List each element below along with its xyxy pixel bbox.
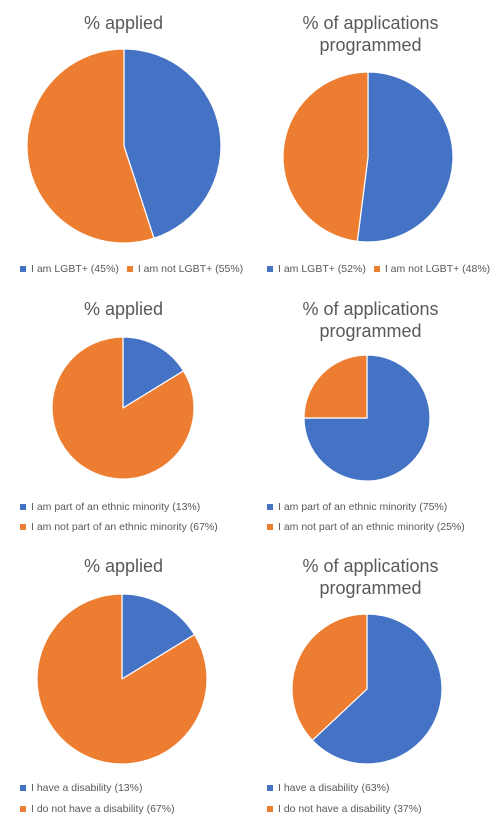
chart-legend-row: I am part of an ethnic minority (13%) bbox=[20, 501, 208, 513]
legend-label: I am part of an ethnic minority (13%) bbox=[31, 501, 201, 513]
legend-swatch bbox=[20, 504, 26, 510]
chart-legend: I am LGBT+ (45%) I am not LGBT+ (55%) bbox=[20, 263, 251, 275]
chart-legend-row: I do not have a disability (67%) bbox=[20, 803, 183, 815]
legend-label: I am LGBT+ (52%) bbox=[278, 263, 366, 275]
legend-item: I am part of an ethnic minority (75%) bbox=[267, 501, 447, 513]
pie-slice-blue bbox=[311, 613, 443, 765]
legend-item: I am not LGBT+ (55%) bbox=[126, 263, 244, 275]
chart-lgbt-applied: % applied I am LGBT+ (45%) I am not LGBT… bbox=[0, 0, 247, 290]
legend-item: I am part of an ethnic minority (13%) bbox=[20, 501, 200, 513]
legend-swatch bbox=[373, 266, 380, 272]
pie-slice-orange bbox=[282, 71, 369, 242]
legend-swatch bbox=[20, 785, 26, 791]
chart-title: % of applications programmed bbox=[302, 556, 439, 598]
pie-slice-orange bbox=[26, 48, 155, 244]
chart-title: % of applications programmed bbox=[302, 13, 439, 55]
chart-legend: I am LGBT+ (52%) I am not LGBT+ (48%) bbox=[267, 263, 494, 275]
pie-slice-orange bbox=[303, 354, 368, 419]
chart-legend-row: I am part of an ethnic minority (75%) bbox=[267, 501, 455, 513]
legend-item: I have a disability (13%) bbox=[20, 782, 142, 794]
chart-legend-row: I am not part of an ethnic minority (67%… bbox=[20, 521, 226, 533]
legend-item: I am not part of an ethnic minority (67%… bbox=[20, 521, 218, 533]
pie-slice-blue bbox=[122, 336, 185, 409]
pie-chart bbox=[51, 336, 195, 480]
legend-label: I am LGBT+ (45%) bbox=[31, 263, 119, 275]
pie-chart bbox=[36, 593, 208, 765]
legend-item: I am not part of an ethnic minority (25%… bbox=[267, 521, 465, 533]
legend-item: I am not LGBT+ (48%) bbox=[373, 263, 491, 275]
pie-chart bbox=[303, 354, 431, 482]
legend-item: I am LGBT+ (45%) bbox=[20, 263, 119, 275]
pie-slice-orange bbox=[51, 336, 195, 480]
chart-legend-row: I have a disability (63%) bbox=[267, 782, 397, 794]
chart-disability-applied: % applied I have a disability (13%) I do… bbox=[0, 545, 247, 828]
pie-slice-blue bbox=[121, 593, 196, 680]
legend-item: I have a disability (63%) bbox=[267, 782, 389, 794]
legend-swatch bbox=[267, 785, 273, 791]
legend-item: I am LGBT+ (52%) bbox=[267, 263, 366, 275]
legend-item: I do not have a disability (67%) bbox=[20, 803, 175, 815]
pie-chart bbox=[26, 48, 222, 244]
pie-slice-blue bbox=[123, 48, 222, 239]
legend-swatch bbox=[20, 266, 26, 272]
pie-slice-orange bbox=[291, 613, 368, 741]
legend-label: I have a disability (63%) bbox=[278, 782, 390, 794]
legend-swatch bbox=[20, 806, 26, 812]
legend-label: I do not have a disability (37%) bbox=[278, 803, 422, 815]
legend-label: I am part of an ethnic minority (75%) bbox=[278, 501, 448, 513]
pie-chart bbox=[282, 71, 454, 243]
chart-title: % applied bbox=[83, 13, 164, 33]
chart-title: % of applications programmed bbox=[302, 299, 439, 341]
chart-legend-row: I have a disability (13%) bbox=[20, 782, 150, 794]
chart-title: % applied bbox=[83, 556, 164, 576]
pie-chart bbox=[291, 613, 443, 765]
chart-title: % applied bbox=[83, 299, 164, 319]
legend-label: I have a disability (13%) bbox=[31, 782, 143, 794]
pie-slice-orange bbox=[36, 593, 208, 765]
legend-swatch bbox=[267, 504, 273, 510]
legend-label: I do not have a disability (67%) bbox=[31, 803, 175, 815]
chart-lgbt-programmed: % of applications programmed I am LGBT+ … bbox=[247, 0, 494, 290]
chart-ethnic-applied: % applied I am part of an ethnic minorit… bbox=[0, 290, 247, 545]
legend-swatch bbox=[267, 524, 273, 530]
legend-swatch bbox=[20, 524, 26, 530]
chart-legend-row: I am not part of an ethnic minority (25%… bbox=[267, 521, 473, 533]
chart-ethnic-programmed: % of applications programmed I am part o… bbox=[247, 290, 494, 545]
legend-label: I am not LGBT+ (55%) bbox=[137, 263, 244, 275]
legend-swatch bbox=[267, 266, 273, 272]
chart-legend-row: I do not have a disability (37%) bbox=[267, 803, 430, 815]
legend-item: I do not have a disability (37%) bbox=[267, 803, 422, 815]
chart-disability-programmed: % of applications programmed I have a di… bbox=[247, 545, 494, 828]
legend-swatch bbox=[267, 806, 273, 812]
legend-label: I am not LGBT+ (48%) bbox=[384, 263, 491, 275]
legend-label: I am not part of an ethnic minority (67%… bbox=[31, 521, 218, 533]
legend-swatch bbox=[126, 266, 133, 272]
legend-label: I am not part of an ethnic minority (25%… bbox=[278, 521, 465, 533]
pie-slice-blue bbox=[356, 71, 454, 243]
